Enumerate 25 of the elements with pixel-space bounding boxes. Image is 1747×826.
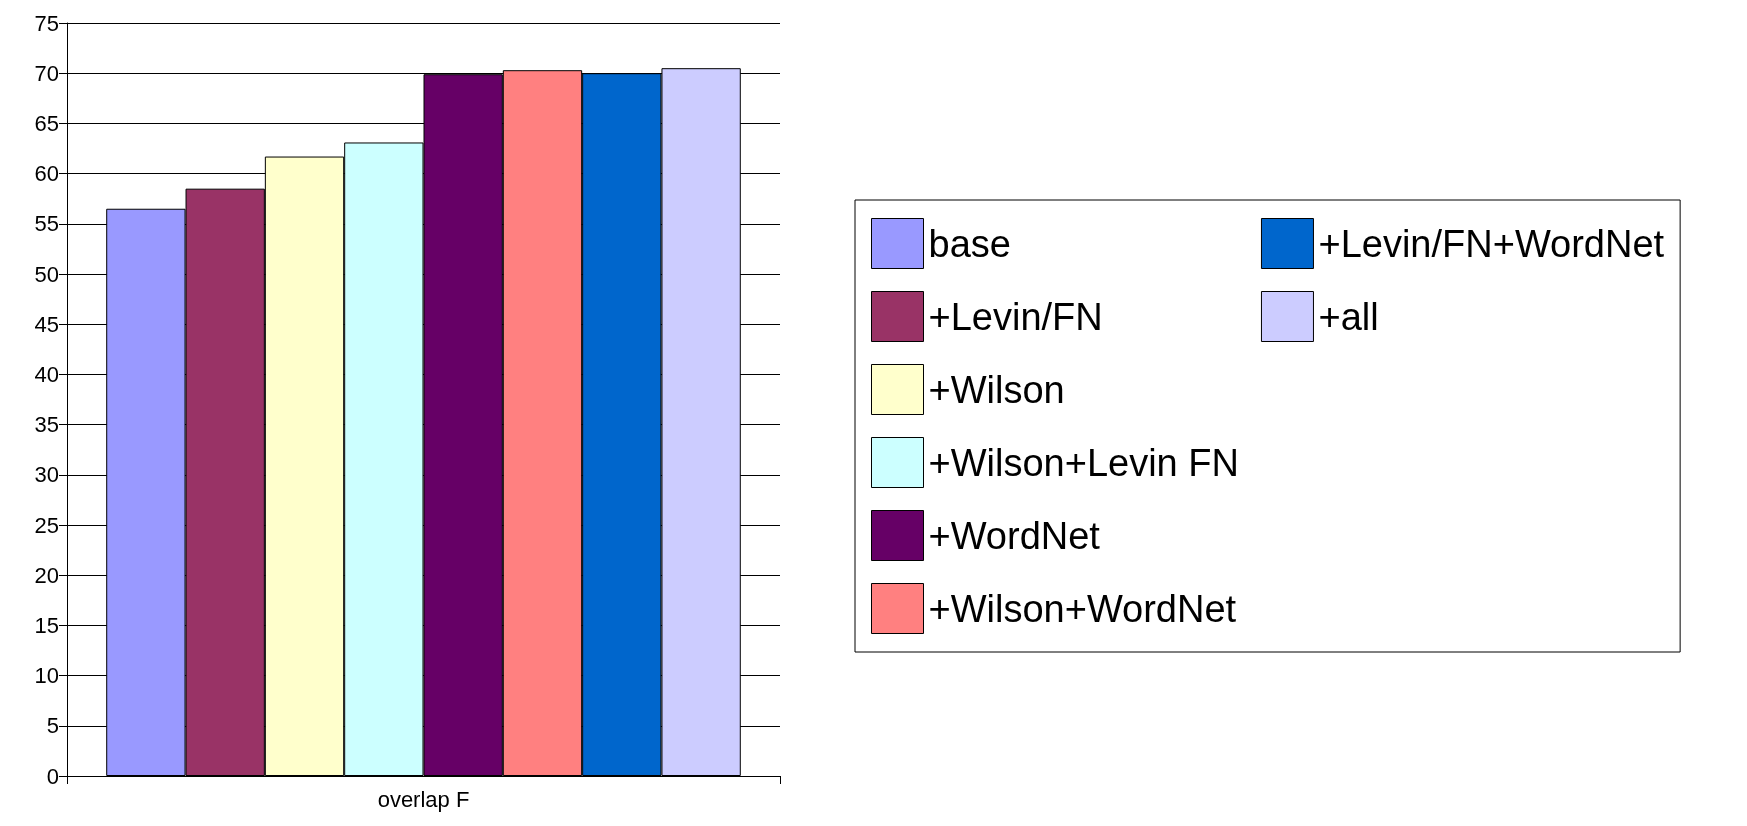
y-tick-label: 20 — [34, 562, 59, 588]
x-tick-label: overlap F — [377, 786, 470, 812]
legend-label: base — [928, 222, 1011, 265]
y-tick-label: 55 — [34, 211, 59, 237]
y-tick-label: 30 — [34, 462, 59, 488]
y-tick-label: 25 — [34, 512, 59, 538]
legend-label: +Wilson+Levin FN — [928, 441, 1239, 484]
y-tick-label: 0 — [46, 763, 59, 789]
y-tick-label: 60 — [34, 161, 59, 187]
y-tick-label: 65 — [34, 110, 59, 136]
y-tick-label: 15 — [34, 612, 59, 638]
legend-label: +Levin/FN — [928, 295, 1103, 338]
y-tick-label: 50 — [34, 261, 59, 287]
legend-label: +all — [1318, 295, 1379, 338]
y-tick-label: 5 — [46, 713, 59, 739]
legend-label: +WordNet — [928, 514, 1101, 557]
legend-label: +Wilson+WordNet — [928, 587, 1237, 630]
y-tick-label: 70 — [34, 60, 59, 86]
legend-label: +Levin/FN+WordNet — [1318, 222, 1665, 265]
y-tick-label: 45 — [34, 311, 59, 337]
y-tick-label: 75 — [34, 10, 59, 36]
legend-label: +Wilson — [928, 368, 1065, 411]
y-tick-label: 40 — [34, 361, 59, 387]
y-tick-label: 10 — [34, 663, 59, 689]
y-tick-label: 35 — [34, 412, 59, 438]
